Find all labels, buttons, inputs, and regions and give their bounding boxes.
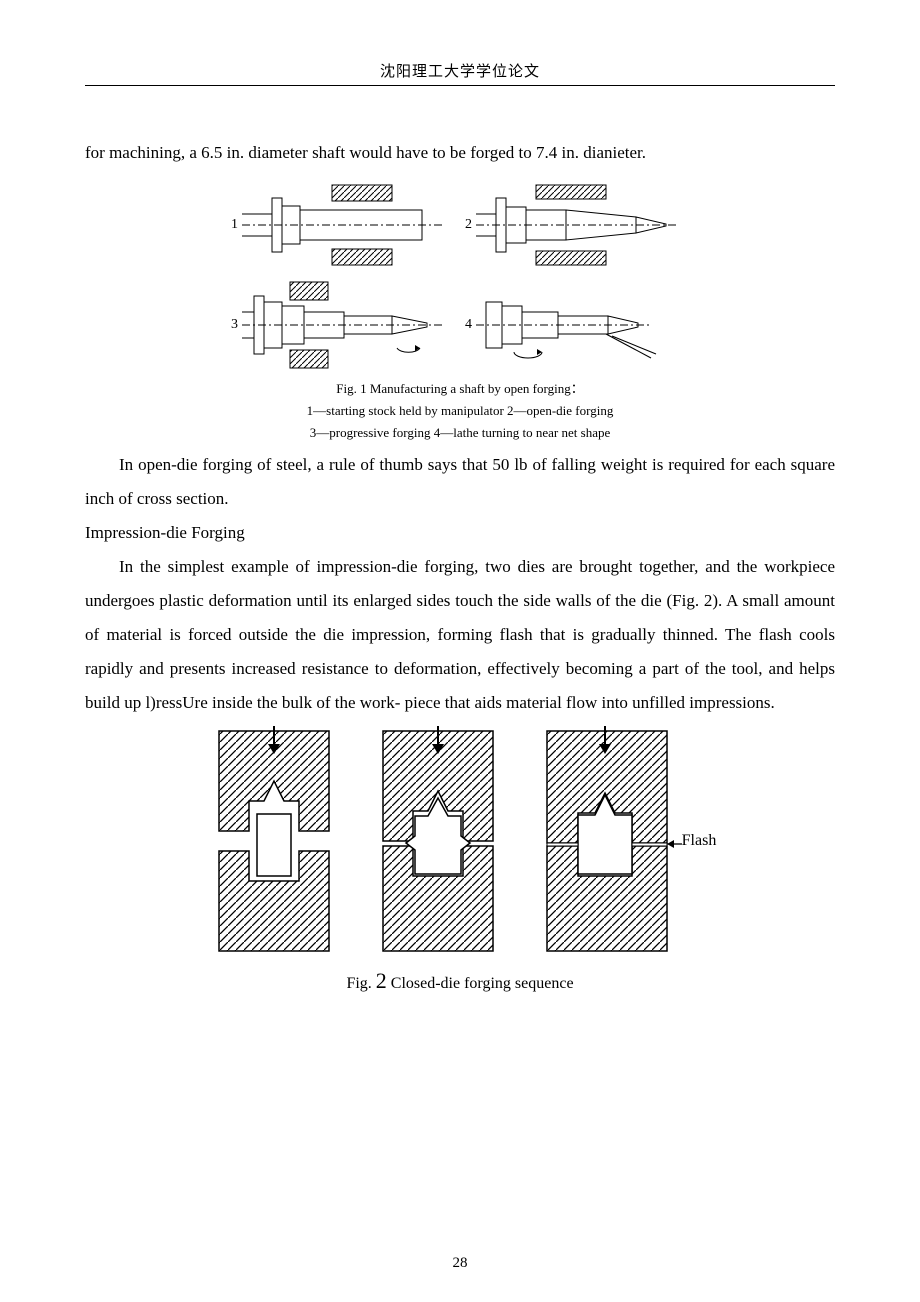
page-root: 沈阳理工大学学位论文 for machining, a 6.5 in. diam…	[0, 0, 920, 1302]
figure-2-caption-suffix: Closed-die forging sequence	[387, 975, 574, 992]
heading-impression: Impression-die Forging	[85, 516, 835, 550]
figure-1-panel-2-svg	[476, 180, 676, 270]
figure-1-panel-3-svg	[242, 280, 442, 370]
figure-1-caption-line2: 1—starting stock held by manipulator 2—o…	[225, 400, 695, 422]
paragraph-2: In open-die forging of steel, a rule of …	[85, 448, 835, 516]
figure-1-panel-4: 4	[465, 280, 689, 370]
figure-1-panel-2-label: 2	[465, 211, 472, 239]
figure-1-caption-line3: 3—progressive forging 4—lathe turning to…	[225, 422, 695, 444]
figure-1-panel-1: 1	[231, 180, 455, 270]
figure-1-panel-3-label: 3	[231, 311, 238, 339]
figure-1-caption-line1: Fig. 1 Manufacturing a shaft by open for…	[225, 378, 695, 400]
figure-1-caption: Fig. 1 Manufacturing a shaft by open for…	[225, 378, 695, 444]
figure-1-panel-1-svg	[242, 180, 442, 270]
figure-1-grid: 1	[225, 174, 695, 376]
figure-2-wrap: Flash Fig. 2 Closed-die forging sequence	[180, 726, 740, 999]
paragraph-1: for machining, a 6.5 in. diameter shaft …	[85, 136, 835, 170]
figure-2-stage-1-svg	[204, 726, 344, 956]
figure-2-caption-num: 2	[376, 968, 387, 993]
page-number: 28	[0, 1255, 920, 1272]
figure-1-wrap: 1	[225, 174, 695, 444]
figure-1-panel-3: 3	[231, 280, 455, 370]
body-text: for machining, a 6.5 in. diameter shaft …	[85, 136, 835, 1000]
header-title: 沈阳理工大学学位论文	[380, 64, 540, 80]
figure-2-stage-3-svg	[532, 726, 682, 956]
figure-2-stage-3-wrap: Flash	[532, 726, 717, 956]
paragraph-3: In the simplest example of impression-di…	[85, 550, 835, 720]
figure-2-row: Flash	[180, 726, 740, 956]
figure-1-panel-4-svg	[476, 280, 676, 370]
figure-2-caption-prefix: Fig.	[346, 975, 375, 992]
figure-2: Flash Fig. 2 Closed-die forging sequence	[85, 726, 835, 999]
figure-2-stage-2-svg	[368, 726, 508, 956]
figure-1-panel-4-label: 4	[465, 311, 472, 339]
page-header: 沈阳理工大学学位论文	[85, 60, 835, 86]
figure-1-panel-1-label: 1	[231, 211, 238, 239]
figure-1-panel-2: 2	[465, 180, 689, 270]
figure-2-caption: Fig. 2 Closed-die forging sequence	[180, 962, 740, 999]
figure-1: 1	[85, 174, 835, 444]
figure-2-flash-label: Flash	[682, 825, 717, 857]
